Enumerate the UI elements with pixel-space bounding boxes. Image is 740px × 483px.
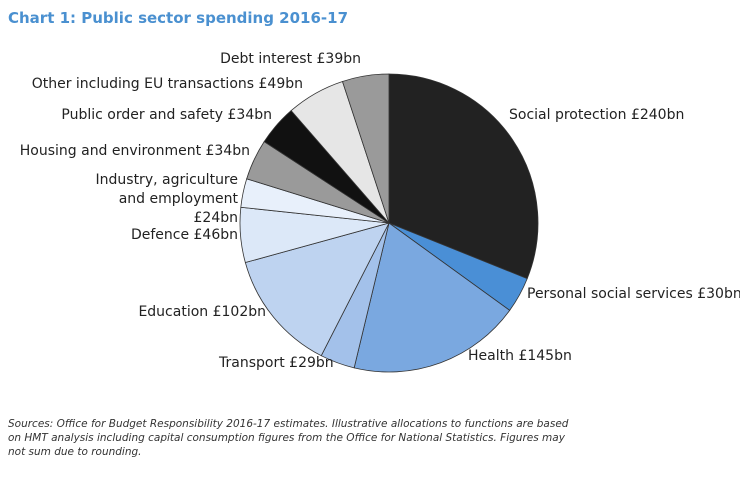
value-label: £240bn [630, 107, 685, 123]
slice-label: Health £145bn [468, 347, 572, 366]
category-label: Other including EU transactions [31, 76, 255, 92]
category-label: Transport [219, 355, 285, 371]
slice-label: Personal social services £30bn [527, 285, 740, 304]
slice-label: Other including EU transactions £49bn [32, 75, 303, 94]
slice-label: Public order and safety £34bn [61, 106, 272, 125]
value-label: £145bn [518, 348, 572, 364]
category-label: Health [468, 348, 514, 364]
source-note: Sources: Office for Budget Responsibilit… [8, 418, 569, 458]
value-label: £34bn [205, 143, 250, 159]
pie-slice [388, 73, 539, 280]
value-label: £34bn [227, 107, 272, 123]
category-label: Social protection [509, 107, 627, 123]
value-label: £39bn [316, 51, 361, 67]
slice-label: Education £102bn [138, 303, 266, 322]
category-label: Industry, agriculture and employment [95, 172, 238, 207]
pie-slice [353, 222, 511, 373]
slice-label: Housing and environment £34bn [20, 142, 250, 161]
pie-slice [341, 73, 390, 224]
category-label: Defence [130, 227, 190, 243]
slice-label: Defence £46bn [131, 226, 238, 245]
chart-title: Chart 1: Public sector spending 2016-17 [8, 9, 349, 27]
category-label: Housing and environment [19, 143, 202, 159]
slice-label: Industry, agriculture and employment £24… [88, 171, 238, 228]
value-label: £29bn [289, 355, 334, 371]
value-label: £30bn [697, 286, 740, 302]
slice-label: Transport £29bn [219, 354, 334, 373]
value-label: £24bn [193, 210, 238, 226]
slice-label: Social protection £240bn [509, 106, 684, 125]
category-label: Education [138, 304, 209, 320]
value-label: £46bn [193, 227, 238, 243]
category-label: Debt interest [220, 51, 313, 67]
pie-slice [244, 222, 390, 357]
slice-label: Debt interest £39bn [220, 50, 361, 69]
category-label: Personal social services [527, 286, 693, 302]
value-label: £102bn [212, 304, 266, 320]
value-label: £49bn [258, 76, 303, 92]
category-label: Public order and safety [61, 107, 224, 123]
